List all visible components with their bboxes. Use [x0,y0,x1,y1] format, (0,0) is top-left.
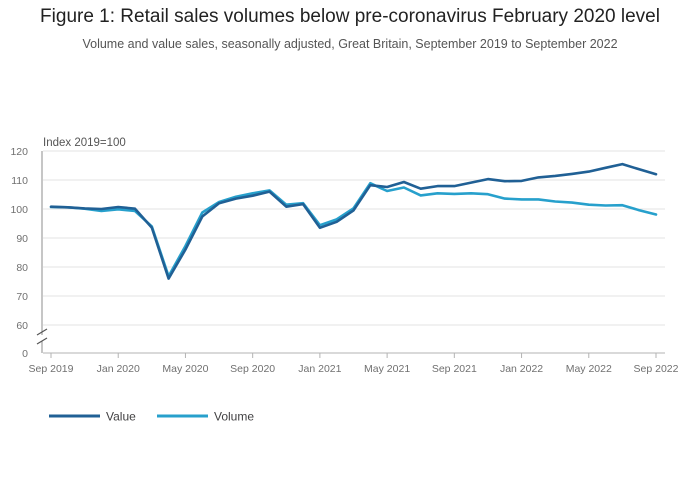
y-axis-label: Index 2019=100 [43,137,126,149]
y-tick-label: 100 [10,204,28,216]
legend-label-volume: Volume [214,410,254,424]
series-line-value [49,162,658,280]
legend: Value Volume [49,410,254,424]
y-tick-label: 60 [16,320,28,332]
legend-label-value: Value [106,410,136,424]
y-axis-ticks: 120 110 100 90 80 70 60 0 [10,146,28,360]
x-tick-label: Jan 2020 [97,363,140,375]
gridlines [36,150,665,354]
x-tick-label: May 2021 [364,363,410,375]
y-tick-label: 90 [16,233,28,245]
x-tick-label: Jan 2021 [298,363,341,375]
axis-break-marker [36,328,48,345]
y-tick-label: 120 [10,146,28,158]
x-axis-ticks: Sep 2019 Jan 2020 May 2020 Sep 2020 Jan 2021… [29,353,679,375]
series-lines [49,162,658,280]
x-tick-label: May 2022 [566,363,612,375]
x-tick-label: Sep 2020 [230,363,275,375]
x-tick-label: May 2020 [162,363,208,375]
y-tick-label: 0 [22,348,28,360]
chart-subtitle: Volume and value sales, seasonally adjus… [82,37,618,51]
y-tick-label: 110 [11,175,28,187]
y-tick-label: 70 [16,291,28,303]
x-tick-label: Sep 2019 [29,363,74,375]
y-tick-label: 80 [16,262,28,274]
x-tick-label: Sep 2021 [432,363,477,375]
series-line-volume [49,181,658,278]
x-tick-label: Jan 2022 [500,363,543,375]
x-tick-label: Sep 2022 [634,363,679,375]
chart-title: Figure 1: Retail sales volumes below pre… [40,6,660,27]
